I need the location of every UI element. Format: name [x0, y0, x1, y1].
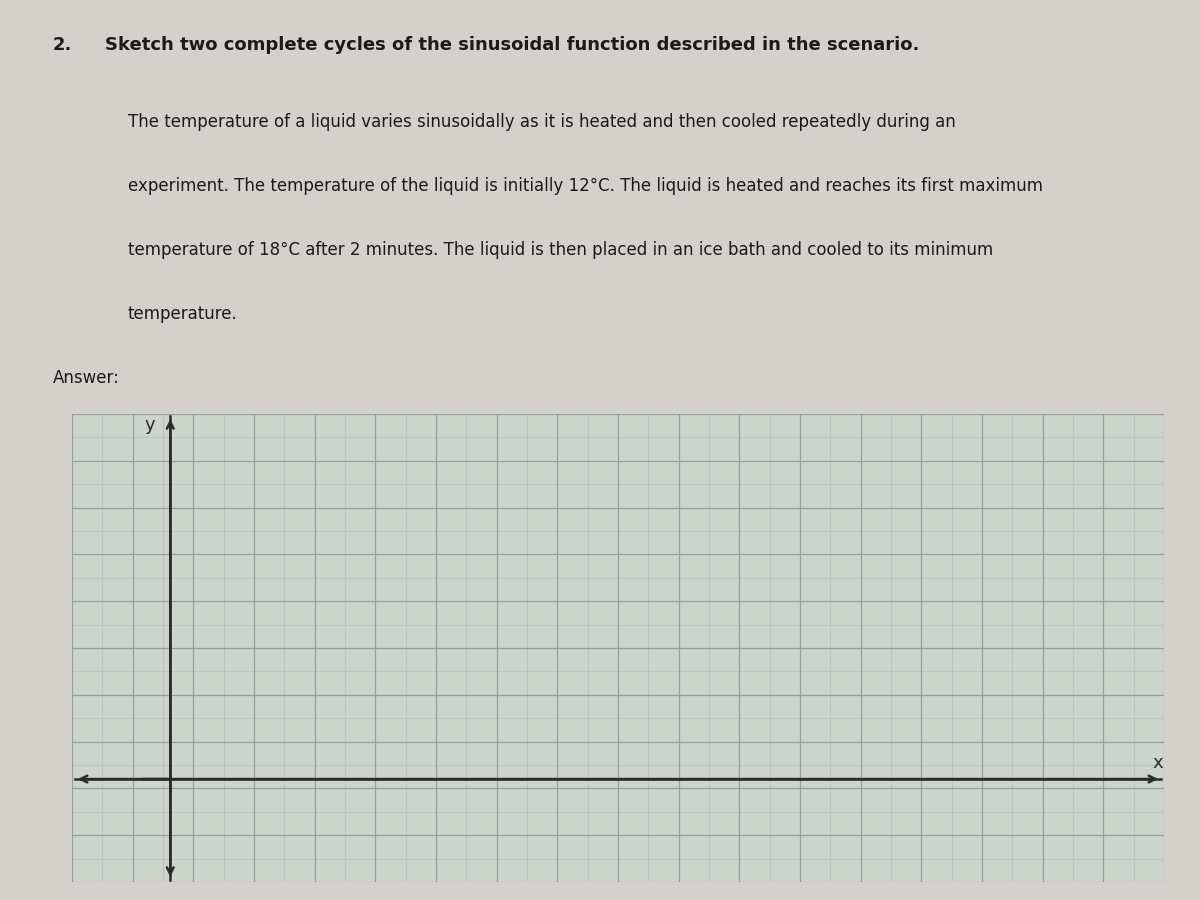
Text: Answer:: Answer: — [53, 369, 120, 387]
Text: Sketch two complete cycles of the sinusoidal function described in the scenario.: Sketch two complete cycles of the sinuso… — [104, 36, 919, 54]
Text: The temperature of a liquid varies sinusoidally as it is heated and then cooled : The temperature of a liquid varies sinus… — [127, 113, 955, 131]
Text: temperature of 18°C after 2 minutes. The liquid is then placed in an ice bath an: temperature of 18°C after 2 minutes. The… — [127, 241, 992, 259]
Text: temperature.: temperature. — [127, 305, 238, 323]
Text: 2.: 2. — [53, 36, 72, 54]
Text: y: y — [144, 417, 155, 435]
Text: x: x — [1152, 754, 1163, 772]
Text: experiment. The temperature of the liquid is initially 12°C. The liquid is heate: experiment. The temperature of the liqui… — [127, 177, 1043, 195]
